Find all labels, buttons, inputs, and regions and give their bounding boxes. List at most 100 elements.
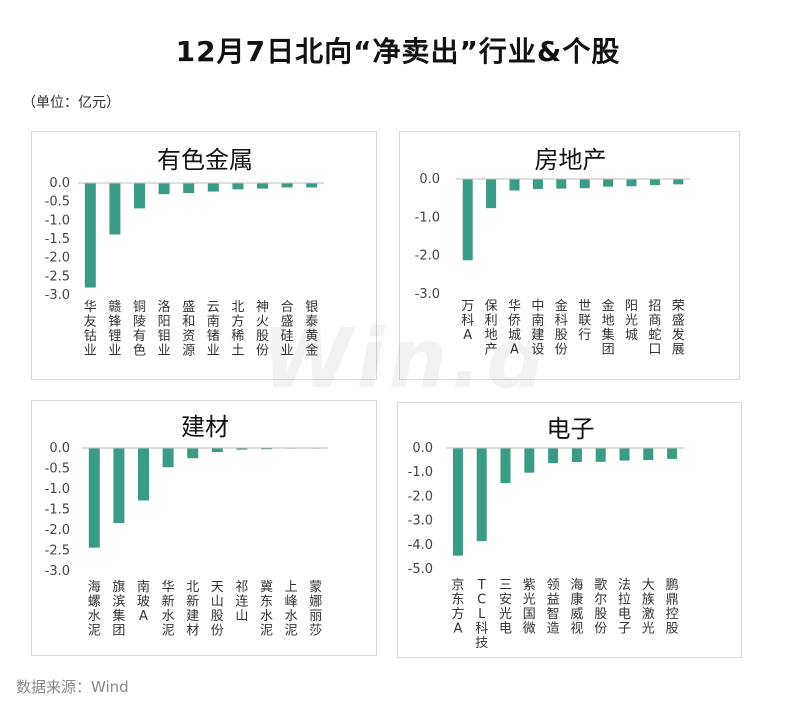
bar [603,179,614,187]
bar [281,183,293,188]
category-label: 京东方 A [451,578,464,637]
bar [556,179,567,189]
bar [162,448,174,468]
y-tick-label: -1.0 [45,482,70,497]
chart-title: 有色金属 [157,146,253,174]
category-label: 上峰水泥 [285,580,298,639]
y-tick-label: -1.0 [415,210,440,225]
chart-svg-electronics: 电子 0.0 -1.0 -2.0 -3.0 -4.0 -5.0 京东方 A T C L 科技三安光电紫光… [408,415,684,651]
bar [476,448,487,542]
category-label: 合盛硅业 [281,300,294,359]
category-label: 金科股份 [555,298,568,358]
category-label: 蒙娜丽莎 [309,580,322,639]
y-tick-label: -0.5 [45,462,70,477]
category-label: 世联行 [578,299,591,343]
category-label: 紫光国微 [523,578,536,637]
category-label: 银泰黄金 [305,300,318,359]
category-label: T C L 科技 [475,578,488,651]
category-label: 南玻 A [137,579,150,624]
bar [571,448,582,463]
bar [88,448,100,548]
y-tick-label: -4.0 [408,538,433,553]
y-tick-label: -2.5 [45,544,70,559]
category-label: 万科 A [461,299,474,343]
y-tick-label: -2.0 [415,249,440,264]
category-label: 洛阳钼业 [158,300,171,359]
category-label: 铜陵有色 [133,300,146,359]
bar [207,183,219,192]
y-tick-label: -1.5 [45,232,70,247]
y-tick-label: -3.0 [415,287,440,302]
category-label: 大族激光 [642,578,655,637]
category-label: 祁连山 [235,580,248,624]
chart-title: 房地产 [535,146,607,174]
bar [257,183,268,189]
bar [452,448,463,556]
bar [619,448,630,461]
y-tick-label: 0.0 [49,176,70,191]
y-tick-label: -0.5 [45,195,70,210]
bar [462,179,473,261]
category-label: 神火股份 [256,300,269,359]
y-tick-label: -1.0 [408,465,433,480]
bar [673,179,684,185]
chart-title: 电子 [547,415,595,443]
y-tick-label: -3.0 [45,564,70,579]
bar [84,183,96,288]
bar [548,448,559,464]
bar [306,183,318,188]
bar [532,179,543,189]
y-tick-label: 0.0 [419,172,440,187]
bar [236,448,248,450]
chart-svg-nonferrous: 有色金属 0.0 -0.5 -1.0 -1.5 -2.0 -2.5 -3.0 华友钴业赣锋锂业铜… [45,146,324,359]
bar [595,448,606,462]
source-label: 数据来源：Wind [16,678,129,696]
wind-watermark: Win.d [262,312,549,407]
category-label: 云南锗业 [207,300,220,359]
chart-panel-nonferrous: 有色金属 0.0 -0.5 -1.0 -1.5 -2.0 -2.5 -3.0 华友钴业 赣锋锂业铜… [31,131,377,380]
category-label: 冀东水泥 [260,579,273,639]
y-tick-label: 0.0 [49,441,70,456]
chart-panel-electronics: 电子 0.0 -1.0 -2.0 -3.0 -4.0 -5.0 京东方 A T C L 科技 三安光电 紫光… [397,402,742,658]
bar [261,448,272,450]
bar [626,179,637,187]
category-label: 中南建设 [531,299,544,358]
bar [134,183,145,209]
bar [500,448,511,484]
bar [232,183,244,190]
bar [109,183,121,235]
category-label: 三安光电 [499,578,512,637]
category-label: 华新水泥 [162,580,175,639]
category-label: 北方稀土 [231,300,244,359]
bar [138,448,149,501]
chart-panel-buildingmaterials: 建材 0.0 -0.5 -1.0 -1.5 -2.0 -2.5 -3.0 海螺水泥 旗滨集团 南玻 A… [31,400,377,656]
y-tick-label: -2.5 [45,269,70,284]
category-label: 法拉电子 [618,578,631,637]
category-label: 荣盛发展 [672,299,685,358]
category-label: 歌尔股份 [594,578,607,637]
category-label: 北新建材 [186,580,199,639]
category-label: 招商蛇口 [648,299,661,358]
bar [486,179,497,209]
y-tick-label: 0.0 [412,441,433,456]
bar [113,448,125,524]
category-label: 华友钴业 [84,300,97,359]
bar [509,179,520,191]
category-label: 华侨城 A [508,299,521,358]
y-tick-label: -2.0 [45,523,70,538]
chart-title: 建材 [181,413,229,441]
category-label: 盛和资源 [182,300,195,359]
bar [579,179,590,189]
bar [667,448,678,459]
y-tick-label: -1.0 [45,213,70,228]
bar [211,448,223,453]
category-label: 领益智造 [547,578,560,637]
category-label: 阳光城 [625,299,638,343]
bar [524,448,535,473]
y-tick-label: -2.0 [408,489,433,504]
bar [649,179,660,186]
bar [187,448,199,459]
category-label: 赣锋锂业 [108,300,121,359]
